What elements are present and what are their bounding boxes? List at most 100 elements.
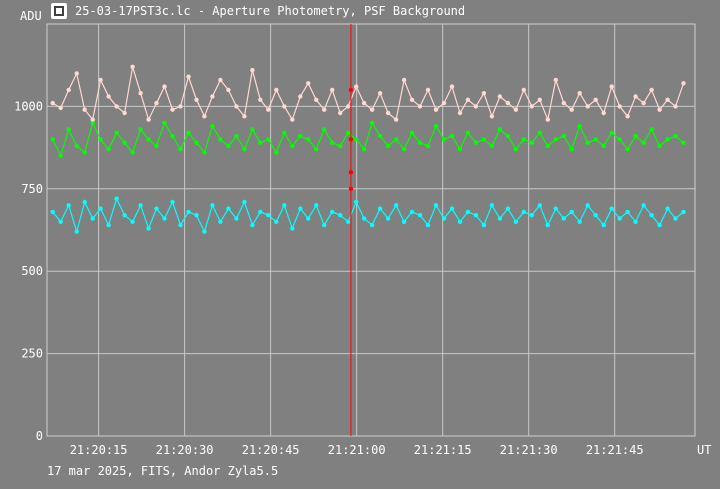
series-point bbox=[282, 130, 287, 135]
series-point bbox=[274, 150, 279, 155]
series-point bbox=[250, 222, 255, 228]
series-point bbox=[226, 87, 231, 93]
series-point bbox=[377, 91, 383, 96]
series-point bbox=[481, 137, 487, 142]
series-point bbox=[377, 206, 383, 211]
x-axis-label: UT bbox=[697, 443, 711, 457]
series-point bbox=[82, 150, 87, 155]
series-point bbox=[194, 140, 199, 145]
series-point bbox=[385, 143, 391, 149]
cursor-layer bbox=[348, 24, 354, 436]
y-tick-label: 500 bbox=[21, 264, 43, 278]
series-point bbox=[449, 206, 455, 211]
series-point bbox=[74, 143, 79, 149]
series-point bbox=[409, 130, 415, 135]
series-point bbox=[186, 209, 191, 215]
series-point bbox=[178, 147, 183, 152]
series-point bbox=[465, 130, 471, 135]
series-point bbox=[361, 216, 367, 221]
series-point bbox=[521, 87, 526, 93]
lightcurve-app-icon[interactable] bbox=[51, 3, 67, 19]
series-point bbox=[322, 107, 327, 112]
cursor-marker bbox=[348, 186, 354, 191]
series-point bbox=[457, 110, 463, 116]
series-point bbox=[625, 147, 630, 152]
series-point bbox=[66, 87, 71, 93]
series-point bbox=[393, 117, 399, 122]
title-bar: 25-03-17PST3c.lc - Aperture Photometry, … bbox=[0, 0, 720, 24]
cursor-marker bbox=[348, 137, 354, 142]
series-point bbox=[617, 137, 622, 142]
series-point bbox=[82, 199, 87, 205]
series-point bbox=[218, 219, 223, 224]
series-point bbox=[385, 110, 391, 116]
series-point bbox=[393, 137, 399, 142]
series-point bbox=[585, 104, 590, 109]
series-point bbox=[609, 130, 614, 135]
series-point bbox=[409, 97, 415, 103]
status-footer: 17 mar 2025, FITS, Andor Zyla5.5 bbox=[47, 464, 279, 478]
series-point bbox=[545, 222, 550, 228]
series-point bbox=[521, 137, 526, 142]
x-tick-label: 21:20:45 bbox=[242, 443, 300, 457]
series-point bbox=[513, 107, 519, 112]
series-point bbox=[401, 219, 407, 224]
series-point bbox=[577, 219, 582, 224]
series-point bbox=[226, 206, 231, 211]
x-tick-label: 21:20:30 bbox=[156, 443, 214, 457]
series-point bbox=[354, 137, 359, 142]
series-point bbox=[290, 117, 295, 122]
series-point bbox=[497, 216, 503, 221]
series-point bbox=[361, 100, 367, 106]
series-point bbox=[242, 199, 247, 205]
series-point bbox=[425, 222, 431, 228]
series-point bbox=[346, 219, 351, 224]
series-point bbox=[106, 222, 111, 228]
series-point bbox=[369, 120, 375, 126]
series-point bbox=[210, 124, 215, 129]
series-point bbox=[617, 104, 622, 109]
series-point bbox=[138, 127, 143, 132]
series-point bbox=[274, 219, 279, 224]
series-point bbox=[449, 84, 455, 89]
series-point bbox=[497, 127, 503, 132]
series-point bbox=[681, 81, 686, 86]
series-point bbox=[609, 84, 614, 89]
series-point bbox=[593, 97, 598, 103]
series-point bbox=[218, 137, 223, 142]
series-point bbox=[210, 203, 215, 208]
series-point bbox=[489, 114, 495, 119]
series-point bbox=[465, 97, 471, 103]
series-point bbox=[657, 222, 662, 228]
series-point bbox=[449, 133, 455, 139]
y-tick-label: 750 bbox=[21, 182, 43, 196]
series-point bbox=[633, 219, 638, 224]
series-point bbox=[130, 64, 135, 70]
series-point bbox=[218, 77, 223, 83]
series-point bbox=[338, 110, 343, 116]
series-point bbox=[577, 91, 582, 96]
series-point bbox=[409, 209, 415, 215]
series-point bbox=[553, 137, 558, 142]
cursor-marker bbox=[348, 87, 354, 93]
series-point bbox=[346, 104, 351, 109]
series-point bbox=[122, 140, 127, 145]
series-point bbox=[649, 213, 654, 218]
series-point bbox=[338, 213, 343, 218]
series-point bbox=[58, 219, 63, 224]
series-point bbox=[625, 114, 630, 119]
series-point bbox=[306, 137, 311, 142]
series-point bbox=[242, 114, 247, 119]
series-point bbox=[322, 222, 327, 228]
series-point bbox=[577, 124, 582, 129]
series-point bbox=[657, 107, 662, 112]
series-point bbox=[266, 107, 271, 112]
series-point bbox=[561, 100, 566, 106]
series-point bbox=[178, 104, 183, 109]
series-point bbox=[154, 143, 159, 149]
series-point bbox=[306, 81, 311, 86]
series-point bbox=[290, 226, 295, 231]
series-point bbox=[154, 206, 159, 211]
series-point bbox=[601, 143, 606, 149]
